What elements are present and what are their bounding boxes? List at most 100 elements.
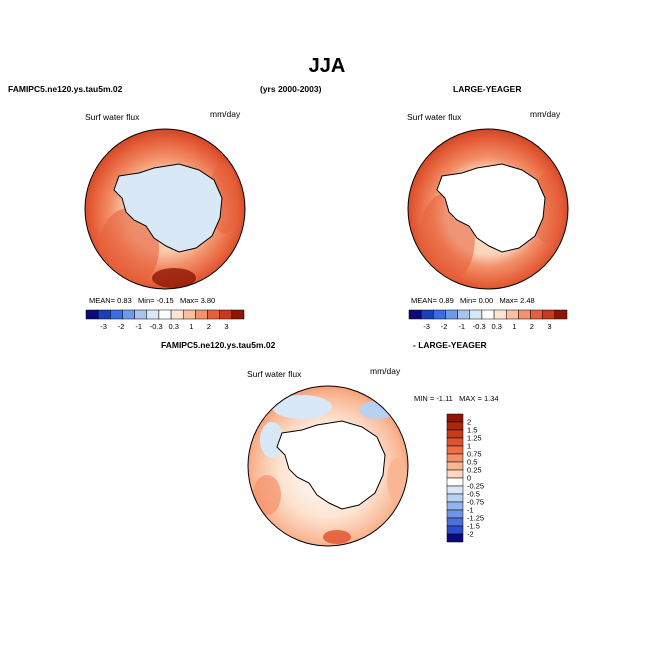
panel2-variable-label: Surf water flux [407,112,462,122]
diff-case-label: FAMIPC5.ne120.ys.tau5m.02 [161,340,276,350]
colorbar-swatch [446,517,464,527]
colorbar-tick-label: 1 [189,322,193,331]
colorbar-tick-label: 1 [467,442,471,451]
colorbar-swatch [481,309,495,320]
colorbar-swatch [446,429,464,439]
colorbar-tick-label: 2 [530,322,534,331]
colorbar-swatch [469,309,483,320]
panel2-antarctica [436,163,546,253]
colorbar-swatch [182,309,196,320]
colorbar-swatch [420,309,434,320]
colorbar-swatch [134,309,148,320]
panel2-polar-map [407,128,569,290]
colorbar-swatch [446,501,464,511]
colorbar-swatch [446,437,464,447]
panel2-colorbar: -3 -2 -1 -0.3 0.3 1 2 3 [408,309,568,331]
colorbar-swatch [445,309,458,320]
colorbar-tick-label: 2 [207,322,211,331]
panel3-polar-map [247,385,409,547]
colorbar-tick-label: -2 [467,530,474,539]
panel1-colorbar: -3 -2 -1 -0.3 0.3 1 2 3 [85,309,245,331]
panel2-map-border [407,128,569,290]
panel2-stats: MEAN= 0.89 Min= 0.00 Max= 2.48 [411,296,535,305]
colorbar-swatch [97,309,111,320]
colorbar-tick-label: 0.75 [467,450,482,459]
case-name-right: LARGE-YEAGER [453,84,522,94]
panel1-polar-map [84,128,246,290]
colorbar-swatch [446,493,464,503]
colorbar-swatch [554,309,568,320]
colorbar-tick-label: -0.3 [150,322,163,331]
colorbar-swatch [505,309,519,320]
colorbar-swatch [446,453,464,463]
colorbar-tick-label: 0.3 [492,322,502,331]
colorbar-tick-label: 1 [512,322,516,331]
panel1-stats: MEAN= 0.83 Min= -0.15 Max= 3.80 [89,296,216,305]
colorbar-swatch [231,309,245,320]
colorbar-swatch [542,309,556,320]
colorbar-tick-label: 3 [547,322,551,331]
panel1-units-label: mm/day [210,109,241,119]
colorbar-swatch [207,309,220,320]
colorbar-swatch [408,309,422,320]
colorbar-swatch [170,309,184,320]
colorbar-swatch [493,309,507,320]
colorbar-swatch [446,533,464,543]
colorbar-swatch [85,309,99,320]
panel1-antarctica [113,163,223,253]
colorbar-swatch [518,309,531,320]
colorbar-tick-label: -0.5 [467,490,480,499]
colorbar-tick-label: 0.3 [169,322,179,331]
colorbar-tick-label: 0.5 [467,458,477,467]
diff-obs-label: - LARGE-YEAGER [413,340,487,350]
colorbar-tick-label: 0 [467,474,471,483]
colorbar-swatch [219,309,233,320]
colorbar-swatch [158,309,172,320]
panel2-units-label: mm/day [530,109,561,119]
page-title: JJA [308,55,346,77]
colorbar-swatch [146,309,160,320]
colorbar-swatch [446,525,464,535]
colorbar-swatch [530,309,543,320]
colorbar-tick-label: 0.25 [467,466,482,475]
colorbar-swatch [446,445,464,455]
panel3-colorbar: 21.51.2510.750.50.250-0.25-0.5-0.75-1-1.… [446,413,484,543]
panel1-map-border [84,128,246,290]
colorbar-tick-label: -0.25 [467,482,484,491]
panel3-units-label: mm/day [370,366,401,376]
colorbar-tick-label: 1.25 [467,434,482,443]
panel1-variable-label: Surf water flux [85,112,140,122]
panel3-antarctica [276,420,386,510]
colorbar-tick-label: -3 [423,322,430,331]
colorbar-swatch [195,309,208,320]
colorbar-tick-label: -1.25 [467,514,484,523]
colorbar-swatch [446,461,464,471]
colorbar-tick-label: -1 [135,322,142,331]
colorbar-tick-label: -3 [100,322,107,331]
colorbar-tick-label: 2 [467,418,471,427]
colorbar-swatch [433,309,446,320]
colorbar-swatch [446,509,464,519]
panel3-map-border [247,385,409,547]
colorbar-tick-label: -1 [467,506,474,515]
panel3-variable-label: Surf water flux [247,369,302,379]
colorbar-swatch [446,477,464,487]
case-name-left: FAMIPC5.ne120.ys.tau5m.02 [8,84,123,94]
colorbar-tick-label: -2 [118,322,125,331]
colorbar-tick-label: -1.5 [467,522,480,531]
colorbar-swatch [446,421,464,431]
colorbar-tick-label: -0.3 [473,322,486,331]
colorbar-swatch [446,469,464,479]
colorbar-tick-label: 1.5 [467,426,477,435]
colorbar-swatch [122,309,135,320]
panel3-stats: MIN = -1.11 MAX = 1.34 [414,394,499,403]
colorbar-swatch [446,485,464,495]
colorbar-tick-label: -0.75 [467,498,484,507]
colorbar-swatch [110,309,123,320]
colorbar-tick-label: -1 [458,322,465,331]
years-label: (yrs 2000-2003) [260,84,322,94]
colorbar-swatch [457,309,471,320]
colorbar-tick-label: -2 [441,322,448,331]
colorbar-tick-label: 3 [224,322,228,331]
colorbar-swatch [446,413,464,423]
